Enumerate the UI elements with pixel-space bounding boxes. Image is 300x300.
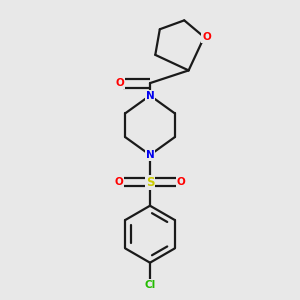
Text: O: O — [115, 177, 123, 187]
Text: O: O — [116, 78, 125, 88]
Text: S: S — [146, 176, 154, 189]
Text: O: O — [202, 32, 211, 42]
Text: Cl: Cl — [144, 280, 156, 290]
Text: N: N — [146, 91, 154, 100]
Text: N: N — [146, 150, 154, 160]
Text: O: O — [177, 177, 185, 187]
